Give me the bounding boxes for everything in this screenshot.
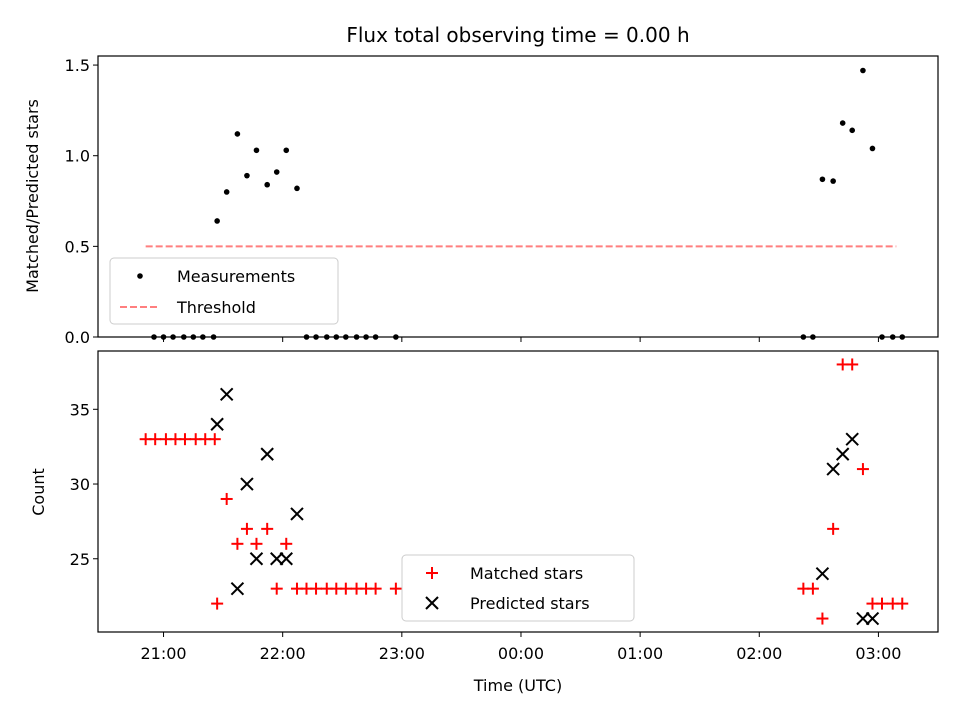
top-axes-frame xyxy=(97,55,939,338)
measurement-point xyxy=(849,127,856,134)
top-legend: Measurements Threshold xyxy=(109,257,339,325)
matched-star-point xyxy=(220,492,233,505)
predicted-star-point xyxy=(845,432,859,446)
matched-star-point xyxy=(827,522,840,535)
matched-star-point xyxy=(250,537,263,550)
predicted-star-point xyxy=(210,417,224,431)
bottom-x-tick-label: 01:00 xyxy=(617,644,663,663)
measurement-point xyxy=(264,181,270,188)
predicted-star-point xyxy=(835,447,850,461)
matched-star-point xyxy=(876,597,888,610)
legend-matched-label: Matched stars xyxy=(470,564,583,583)
matched-star-point xyxy=(816,612,829,625)
measurement-point xyxy=(234,131,241,137)
bottom-x-tick-label: 21:00 xyxy=(140,644,186,663)
predicted-star-point xyxy=(279,552,293,566)
legend-measurements-marker xyxy=(137,273,143,279)
top-legend-box xyxy=(109,257,339,325)
matched-star-point xyxy=(856,463,869,476)
legend-measurements-label: Measurements xyxy=(177,267,295,286)
measurement-point xyxy=(283,147,290,154)
bottom-x-tick-label: 23:00 xyxy=(379,644,425,663)
top-y-tick-label: 0.0 xyxy=(65,328,90,347)
matched-star-point xyxy=(389,582,402,595)
top-y-axis-label: Matched/Predicted stars xyxy=(23,99,42,293)
measurement-point xyxy=(223,189,230,195)
predicted-star-point xyxy=(240,477,254,491)
predicted-star-point xyxy=(856,611,870,626)
matched-star-point xyxy=(149,433,162,446)
legend-predicted-marker xyxy=(425,596,439,610)
bottom-x-tick-label: 22:00 xyxy=(260,644,306,663)
measurement-point xyxy=(253,147,260,154)
predicted-star-point xyxy=(219,387,234,402)
legend-matched-marker xyxy=(426,567,438,579)
bottom-x-tick-label: 02:00 xyxy=(736,644,782,663)
matched-star-point xyxy=(339,582,352,595)
measurement-point xyxy=(830,178,836,184)
top-y-tick-label: 1.5 xyxy=(65,56,90,75)
bottom-y-tick-label: 25 xyxy=(70,550,90,569)
bottom-plot-area: 25 30 35 21:00 22:00 23:00 00:00 01:00 02:00 03:0… xyxy=(70,358,909,663)
measurement-point xyxy=(244,172,250,179)
bottom-legend-box xyxy=(401,554,635,622)
bottom-y-tick-label: 35 xyxy=(70,400,90,419)
predicted-star-point xyxy=(260,447,274,461)
matched-star-point xyxy=(806,582,819,595)
predicted-star-point xyxy=(230,581,245,596)
matched-star-point xyxy=(310,582,323,595)
measurement-point xyxy=(869,145,876,152)
matched-star-point xyxy=(208,433,221,446)
predicted-star-point xyxy=(826,462,840,476)
matched-star-point xyxy=(261,522,274,535)
matched-star-point xyxy=(178,433,191,446)
bottom-x-tick-label: 00:00 xyxy=(498,644,544,663)
matched-star-point xyxy=(231,537,244,550)
predicted-star-point xyxy=(865,611,880,626)
top-y-tick-label: 1.0 xyxy=(65,147,90,166)
predicted-star-point xyxy=(249,552,264,566)
matched-star-point xyxy=(846,358,859,371)
bottom-y-axis-label: Count xyxy=(29,468,48,516)
matched-star-point xyxy=(369,582,382,595)
matched-star-point xyxy=(240,522,253,535)
bottom-x-tick-label: 03:00 xyxy=(855,644,901,663)
predicted-star-point xyxy=(270,552,284,566)
bottom-legend: Matched stars Predicted stars xyxy=(401,554,635,622)
predicted-star-point xyxy=(290,507,304,521)
top-chart-title: Flux total observing time = 0.00 h xyxy=(346,23,689,47)
matched-star-point xyxy=(896,597,909,610)
measurement-point xyxy=(273,169,280,175)
predicted-star-point xyxy=(815,567,830,581)
measurement-point xyxy=(294,185,300,192)
matched-star-point xyxy=(211,597,224,610)
legend-predicted-label: Predicted stars xyxy=(470,594,590,613)
matched-star-point xyxy=(280,537,293,550)
matched-star-point xyxy=(270,582,283,595)
measurement-point xyxy=(214,218,220,224)
bottom-y-tick-label: 30 xyxy=(70,475,90,494)
x-axis-label: Time (UTC) xyxy=(473,676,562,695)
measurement-point xyxy=(860,67,866,74)
bottom-axes-frame xyxy=(97,350,939,633)
measurement-point xyxy=(819,176,826,183)
legend-threshold-label: Threshold xyxy=(176,298,256,317)
top-y-tick-label: 0.5 xyxy=(65,237,90,256)
measurement-point xyxy=(839,120,846,126)
